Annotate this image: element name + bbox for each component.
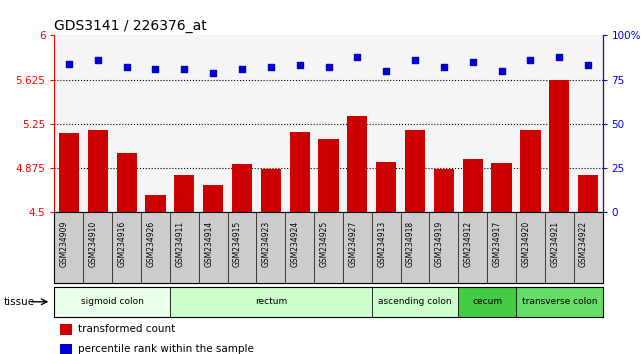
Bar xyxy=(372,287,458,317)
Text: GSM234916: GSM234916 xyxy=(117,221,127,267)
Bar xyxy=(516,287,603,317)
Bar xyxy=(319,139,338,212)
Text: GSM234914: GSM234914 xyxy=(204,221,213,267)
Text: tissue: tissue xyxy=(3,297,35,307)
Point xyxy=(381,68,391,74)
Bar xyxy=(347,116,367,212)
Bar xyxy=(174,175,194,212)
Point xyxy=(208,70,218,75)
Bar xyxy=(549,80,569,212)
Point xyxy=(496,68,506,74)
Bar xyxy=(492,163,512,212)
Text: GSM234912: GSM234912 xyxy=(463,221,472,267)
Text: cecum: cecum xyxy=(472,297,502,306)
Text: GSM234919: GSM234919 xyxy=(435,221,444,267)
Point xyxy=(93,57,103,63)
Point xyxy=(294,63,305,68)
Point xyxy=(265,64,276,70)
Point xyxy=(438,64,449,70)
Bar xyxy=(261,169,281,212)
Text: GSM234926: GSM234926 xyxy=(146,221,155,267)
Bar xyxy=(578,175,598,212)
Text: transformed count: transformed count xyxy=(78,324,175,334)
Bar xyxy=(458,287,516,317)
Bar xyxy=(463,159,483,212)
Bar xyxy=(405,130,425,212)
Bar xyxy=(170,287,372,317)
Text: sigmoid colon: sigmoid colon xyxy=(81,297,144,306)
Point xyxy=(554,54,564,59)
Text: GSM234917: GSM234917 xyxy=(492,221,501,267)
Text: GSM234923: GSM234923 xyxy=(262,221,271,267)
Bar xyxy=(59,133,79,212)
Bar xyxy=(520,130,540,212)
Text: rectum: rectum xyxy=(254,297,287,306)
Point xyxy=(583,63,594,68)
Text: percentile rank within the sample: percentile rank within the sample xyxy=(78,344,253,354)
Bar xyxy=(232,164,252,212)
Bar xyxy=(117,153,137,212)
Bar xyxy=(54,287,170,317)
Bar xyxy=(434,169,454,212)
Text: GSM234925: GSM234925 xyxy=(319,221,328,267)
Text: GDS3141 / 226376_at: GDS3141 / 226376_at xyxy=(54,19,207,33)
Point xyxy=(525,57,535,63)
Point xyxy=(467,59,478,65)
Text: GSM234922: GSM234922 xyxy=(579,221,588,267)
Point xyxy=(150,66,160,72)
Point xyxy=(353,54,363,59)
Point xyxy=(179,66,190,72)
Text: GSM234915: GSM234915 xyxy=(233,221,242,267)
Bar xyxy=(146,195,165,212)
Point xyxy=(410,57,420,63)
Text: GSM234909: GSM234909 xyxy=(60,221,69,267)
Point xyxy=(122,64,132,70)
Text: GSM234910: GSM234910 xyxy=(88,221,97,267)
Bar xyxy=(60,324,72,335)
Text: transverse colon: transverse colon xyxy=(522,297,597,306)
Text: GSM234911: GSM234911 xyxy=(175,221,185,267)
Bar xyxy=(203,185,223,212)
Bar xyxy=(60,344,72,354)
Text: GSM234913: GSM234913 xyxy=(377,221,386,267)
Text: GSM234927: GSM234927 xyxy=(348,221,358,267)
Bar xyxy=(290,132,310,212)
Text: GSM234918: GSM234918 xyxy=(406,221,415,267)
Bar xyxy=(376,162,396,212)
Point xyxy=(64,61,74,67)
Text: GSM234920: GSM234920 xyxy=(521,221,530,267)
Text: ascending colon: ascending colon xyxy=(378,297,452,306)
Point xyxy=(323,64,333,70)
Bar xyxy=(88,130,108,212)
Text: GSM234924: GSM234924 xyxy=(290,221,299,267)
Point xyxy=(237,66,247,72)
Text: GSM234921: GSM234921 xyxy=(550,221,559,267)
